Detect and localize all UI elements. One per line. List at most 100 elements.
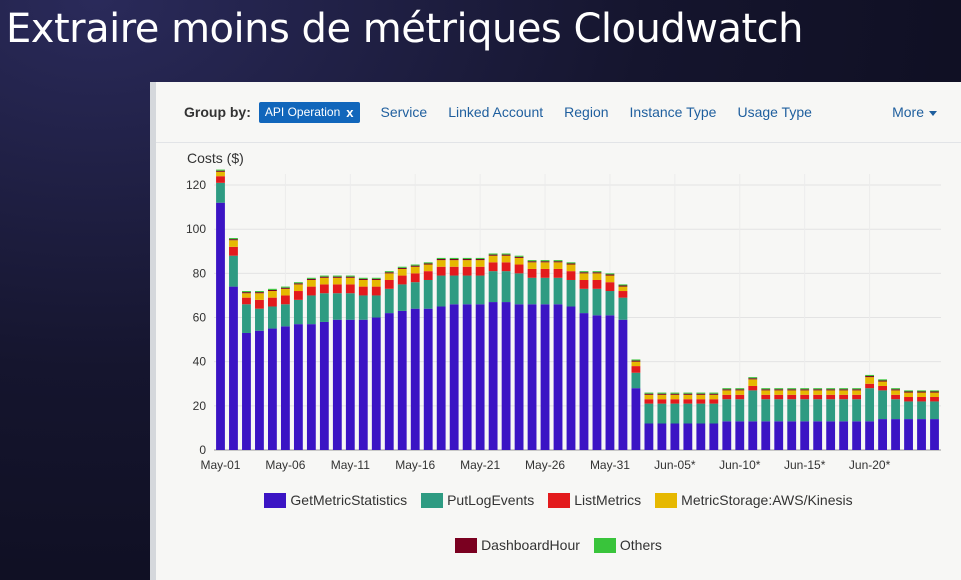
bar-segment [748, 385, 758, 391]
bar-segment [358, 295, 368, 320]
bar-segment [865, 374, 875, 377]
bar-segment [774, 390, 784, 395]
bar-segment [397, 275, 407, 285]
bar-segment [709, 392, 719, 394]
bar-segment [852, 390, 862, 395]
bar-segment [527, 261, 537, 263]
bar-segment [579, 272, 589, 274]
bar-segment [683, 403, 693, 424]
bar-segment [813, 394, 823, 400]
bar-segment [527, 260, 537, 262]
bar-segment [345, 277, 355, 285]
bar-segment [514, 304, 524, 450]
x-tick-label: May-01 [200, 458, 240, 472]
bar-segment [216, 171, 225, 177]
bar-segment [345, 293, 355, 320]
bar-segment [904, 397, 913, 402]
bar-segment [813, 399, 823, 422]
bar-segment [345, 319, 355, 450]
bar-segment [293, 282, 303, 284]
bar-segment [683, 392, 693, 394]
y-tick-label: 60 [193, 311, 207, 325]
bar-segment [657, 399, 667, 404]
bar-segment [930, 419, 939, 450]
legend-item-putlogevents[interactable]: PutLogEvents [421, 492, 534, 508]
bar-segment [280, 295, 290, 305]
bar-segment [255, 330, 264, 450]
legend-row-1: GetMetricStatistics PutLogEvents ListMet… [156, 492, 961, 508]
y-tick-label: 40 [193, 355, 207, 369]
x-tick-label: Jun-10* [719, 458, 761, 472]
bar-segment [501, 254, 511, 256]
bar-segment [696, 392, 706, 394]
bar-segment [826, 399, 836, 422]
legend-label: Others [619, 537, 662, 553]
bar-segment [670, 392, 680, 394]
bar-segment [462, 257, 472, 260]
y-tick-label: 80 [193, 266, 207, 280]
bar-segment [410, 266, 420, 274]
bar-segment [618, 297, 628, 320]
legend-label: ListMetrics [574, 492, 642, 508]
bar-segment [268, 289, 277, 292]
legend-item-getmetricstatistics[interactable]: GetMetricStatistics [264, 492, 407, 508]
bar-segment [787, 388, 797, 390]
bar-segment [436, 260, 446, 267]
bar-segment [540, 262, 550, 269]
bar-segment [553, 277, 563, 305]
bar-segment [514, 255, 524, 257]
close-icon[interactable]: x [346, 104, 354, 120]
bar-segment [800, 388, 810, 390]
bar-segment [384, 272, 394, 274]
bar-segment [917, 401, 926, 420]
bar-segment [683, 394, 693, 400]
group-by-chip-api-operation[interactable]: API Operation x [258, 101, 360, 123]
bar-segment [514, 264, 524, 274]
bar-segment [722, 388, 732, 390]
dimension-service[interactable]: Service [380, 104, 428, 120]
bar-segment [722, 421, 732, 450]
dimension-linked-account[interactable]: Linked Account [448, 104, 544, 120]
dimension-region[interactable]: Region [564, 104, 609, 120]
bar-segment [449, 259, 459, 261]
bar-segment [670, 393, 680, 395]
bar-segment [436, 266, 446, 276]
bar-segment [488, 253, 498, 255]
bar-segment [761, 388, 771, 390]
bar-segment [852, 399, 862, 422]
bar-segment [891, 389, 900, 391]
bar-segment [761, 394, 771, 400]
dimension-instance-type[interactable]: Instance Type [629, 104, 717, 120]
bar-segment [566, 271, 576, 280]
bar-segment [683, 399, 693, 404]
legend-item-metricstorage-kinesis[interactable]: MetricStorage:AWS/Kinesis [655, 492, 853, 508]
bar-segment [501, 271, 511, 303]
bar-segment [579, 279, 589, 289]
y-tick-label: 120 [186, 178, 206, 192]
y-tick-label: 100 [186, 222, 206, 236]
bar-segment [566, 264, 576, 272]
legend-item-listmetrics[interactable]: ListMetrics [548, 492, 641, 508]
bar-segment [514, 273, 524, 305]
bar-segment [540, 277, 550, 305]
x-tick-label: Jun-20* [849, 458, 891, 472]
more-dropdown[interactable]: More [892, 104, 937, 120]
legend-item-others[interactable]: Others [593, 537, 662, 553]
bar-segment [657, 394, 667, 400]
legend-label: GetMetricStatistics [290, 492, 408, 508]
bar-segment [423, 263, 433, 265]
bar-segment [644, 392, 654, 394]
bar-segment [917, 391, 926, 393]
bar-segment [229, 238, 238, 240]
bar-segment [436, 259, 446, 261]
bar-segment [774, 388, 784, 390]
bar-segment [229, 286, 238, 450]
dimension-usage-type[interactable]: Usage Type [737, 104, 812, 120]
bar-segment [748, 378, 758, 380]
bar-segment [449, 266, 459, 276]
bar-segment [657, 423, 667, 450]
bar-segment [631, 366, 641, 373]
bar-segment [293, 299, 303, 325]
legend-item-dashboardhour[interactable]: DashboardHour [455, 537, 580, 553]
bar-segment [449, 275, 459, 305]
